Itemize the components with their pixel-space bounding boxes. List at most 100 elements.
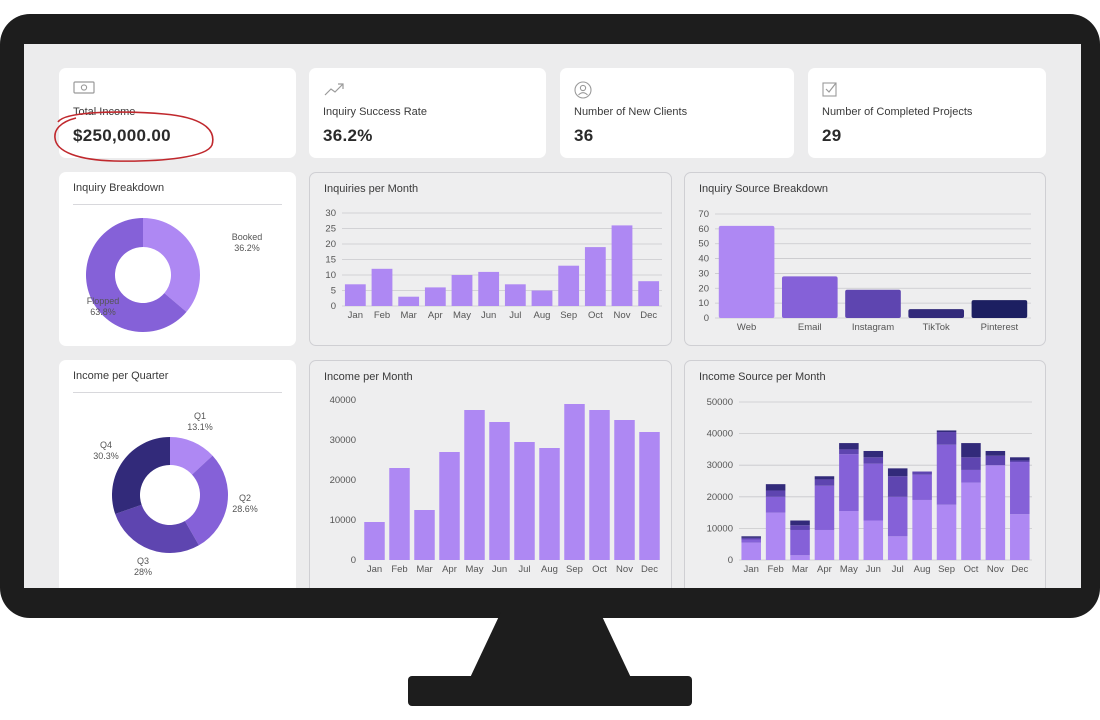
y-tick-label: 10 <box>325 270 336 281</box>
bar-segment <box>814 485 835 530</box>
bar <box>638 281 660 306</box>
bar <box>908 309 965 318</box>
bar-segment <box>863 520 884 560</box>
y-tick-label: 0 <box>704 313 709 324</box>
y-tick-label: 50 <box>698 239 709 250</box>
bar-segment <box>936 430 957 433</box>
bar <box>584 247 606 306</box>
slice-label: Q2 <box>239 493 251 503</box>
card-title: Income per Quarter <box>73 370 169 382</box>
x-tick-label: Oct <box>588 310 603 321</box>
inquiries-per-month-chart: 0 5 10 15 20 25 30 Jan Feb Mar Apr May Jun Jul Aug Sep O… <box>325 208 662 321</box>
x-tick-label: Pinterest <box>981 322 1019 333</box>
inquiry-source-breakdown-chart: 0 10 20 30 40 50 60 70 Web Email Instagram TikTok Pi… <box>698 209 1031 333</box>
slice-value: 28% <box>134 567 152 577</box>
slice-value: 30.3% <box>93 451 119 461</box>
bar-segment <box>765 490 786 497</box>
bar-segment <box>1010 514 1030 560</box>
kpi-card-completed-projects: Number of Completed Projects 29 <box>808 68 1046 158</box>
x-tick-label: Oct <box>592 564 607 575</box>
slice-label: Q3 <box>137 556 149 566</box>
x-tick-label: Feb <box>767 564 783 575</box>
y-tick-label: 40 <box>698 254 709 265</box>
money-icon <box>73 81 95 96</box>
x-tick-label: Apr <box>817 564 832 575</box>
bar-segment <box>936 444 957 505</box>
x-tick-label: May <box>840 564 858 575</box>
bar-segment <box>912 499 932 560</box>
x-tick-label: May <box>466 564 484 575</box>
x-tick-label: Dec <box>641 564 658 575</box>
x-tick-label: Apr <box>442 564 457 575</box>
bar <box>589 410 610 560</box>
x-tick-label: Jun <box>481 310 496 321</box>
x-tick-label: Jan <box>367 564 382 575</box>
bar-segment <box>887 476 908 497</box>
x-tick-label: Jan <box>348 310 363 321</box>
y-tick-label: 50000 <box>707 397 733 408</box>
income-per-month-card: Income per Month 0 10000 20000 30000 40000 Ja… <box>309 360 672 588</box>
bar <box>389 468 410 560</box>
y-tick-label: 20 <box>698 283 709 294</box>
kpi-card-new-clients: Number of New Clients 36 <box>560 68 794 158</box>
bar-segment <box>814 476 835 480</box>
kpi-value: 29 <box>822 126 842 145</box>
y-tick-label: 20000 <box>707 492 733 503</box>
x-tick-label: Feb <box>374 310 390 321</box>
slice-value: 36.2% <box>234 243 260 253</box>
bar <box>971 300 1028 318</box>
bar-segment <box>1010 462 1030 515</box>
title-divider <box>73 204 282 205</box>
x-tick-label: Mar <box>416 564 432 575</box>
y-tick-label: 60 <box>698 224 709 235</box>
card-title: Income per Month <box>324 371 413 383</box>
y-tick-label: 25 <box>325 224 336 235</box>
x-tick-label: Jul <box>509 310 521 321</box>
x-tick-label: Apr <box>428 310 443 321</box>
bar-segment <box>741 537 761 540</box>
bar-segment <box>1010 457 1030 461</box>
bar-segment <box>985 450 1006 456</box>
bar-segment <box>765 496 786 513</box>
title-divider <box>73 392 282 393</box>
income-per-quarter-card: Income per Quarter Q1 13.1% Q2 28.6% Q3 28% Q4… <box>59 360 296 588</box>
y-tick-label: 30000 <box>330 435 356 446</box>
bar <box>364 522 385 560</box>
bar <box>845 289 901 318</box>
x-tick-label: Nov <box>987 564 1004 575</box>
x-tick-label: Dec <box>1011 564 1028 575</box>
trend-icon <box>323 81 345 99</box>
x-tick-label: Nov <box>616 564 633 575</box>
bar-segment <box>961 443 981 458</box>
inquiry-source-breakdown-card: Inquiry Source Breakdown 0 10 20 30 40 50 60 70… <box>684 172 1046 346</box>
bar-segment <box>1010 460 1030 463</box>
x-tick-label: Aug <box>914 564 931 575</box>
bar <box>464 410 485 560</box>
pie-slice <box>112 437 170 514</box>
x-tick-label: Web <box>737 322 756 333</box>
bar <box>398 296 420 306</box>
bar-segment <box>863 463 884 521</box>
bar-segment <box>741 539 761 543</box>
bar-segment <box>961 457 981 470</box>
pie-slice <box>115 504 199 553</box>
y-tick-label: 40000 <box>707 429 733 440</box>
x-tick-label: Aug <box>541 564 558 575</box>
bar-segment <box>790 520 810 526</box>
y-tick-label: 10 <box>698 298 709 309</box>
y-tick-label: 5 <box>331 286 336 297</box>
x-tick-label: May <box>453 310 471 321</box>
x-tick-label: Instagram <box>852 322 894 333</box>
y-tick-label: 10000 <box>707 523 733 534</box>
kpi-value: 36 <box>574 126 594 145</box>
slice-value: 28.6% <box>232 504 258 514</box>
pie-slice <box>143 218 200 312</box>
bar-segment <box>790 555 810 560</box>
bar <box>489 422 510 560</box>
x-tick-label: Sep <box>560 310 577 321</box>
bar-segment <box>814 479 835 486</box>
pie-slice <box>184 455 228 546</box>
slice-value: 13.1% <box>187 422 213 432</box>
